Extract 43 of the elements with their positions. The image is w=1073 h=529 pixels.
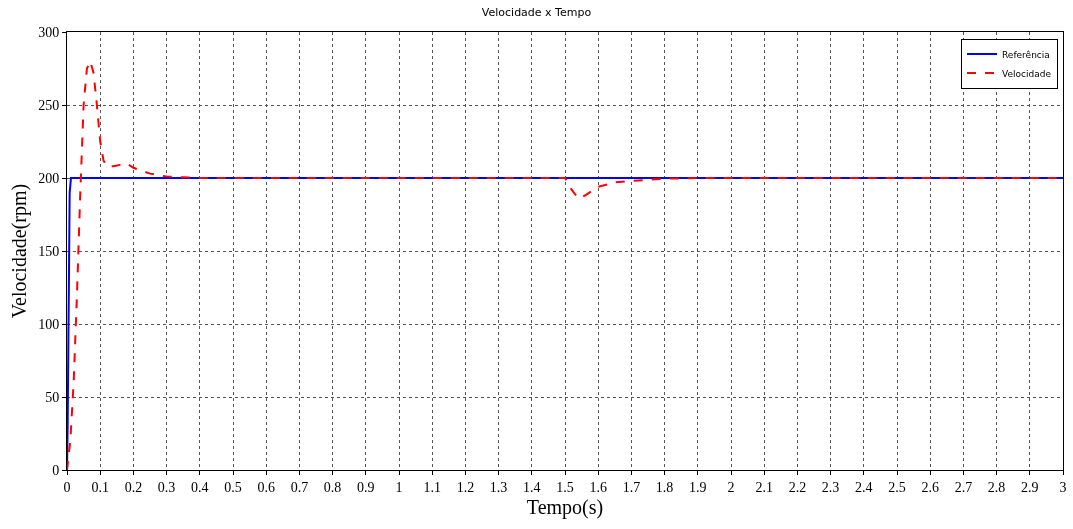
x-tick-label: 1 [395, 479, 403, 495]
legend-label: Velocidade [1002, 68, 1052, 79]
x-tick-label: 0.9 [357, 479, 375, 495]
x-tick-label: 2.4 [855, 479, 873, 495]
x-tick-label: 1.8 [655, 479, 674, 495]
x-tick-label: 2.9 [1021, 479, 1039, 495]
x-tick-label: 1.5 [556, 479, 574, 495]
y-tick-label: 0 [52, 462, 60, 478]
x-tick-label: 0.4 [191, 479, 209, 495]
y-axis-title: Velocidade(rpm) [7, 183, 31, 319]
x-tick-label: 2.7 [954, 479, 973, 495]
x-tick-label: 0.7 [290, 479, 309, 495]
x-tick-label: 2.2 [788, 479, 807, 495]
x-tick-label: 0.5 [224, 479, 242, 495]
x-tick-label: 0.6 [257, 479, 275, 495]
x-tick-label: 2.3 [821, 479, 840, 495]
legend-label: Referência [1002, 49, 1050, 60]
y-tick-label: 150 [38, 243, 60, 259]
chart-title: Velocidade x Tempo [481, 5, 592, 19]
x-tick-label: 0.1 [91, 479, 109, 495]
x-tick-label: 1.6 [589, 479, 607, 495]
x-tick-label: 1.1 [423, 479, 441, 495]
x-tick-label: 1.4 [523, 479, 541, 495]
x-tick-label: 2.5 [888, 479, 906, 495]
x-tick-label: 0.2 [124, 479, 143, 495]
x-tick-label: 1.7 [622, 479, 641, 495]
x-tick-label: 2 [727, 479, 735, 495]
x-tick-label: 1.3 [489, 479, 508, 495]
x-tick-label: 0 [63, 479, 71, 495]
x-axis-title: Tempo(s) [526, 496, 604, 520]
x-tick-label: 0.8 [323, 479, 342, 495]
x-tick-label: 1.9 [689, 479, 707, 495]
x-tick-label: 2.6 [921, 479, 939, 495]
x-tick-label: 1.2 [456, 479, 475, 495]
y-tick-label: 200 [38, 170, 60, 186]
x-tick-label: 0.3 [157, 479, 176, 495]
x-tick-label: 2.8 [987, 479, 1006, 495]
x-tick-label: 3 [1059, 479, 1067, 495]
y-tick-label: 300 [38, 24, 60, 40]
y-tick-label: 50 [45, 389, 60, 405]
y-tick-label: 250 [38, 97, 60, 113]
x-tick-label: 2.1 [755, 479, 773, 495]
y-tick-label: 100 [38, 316, 60, 332]
